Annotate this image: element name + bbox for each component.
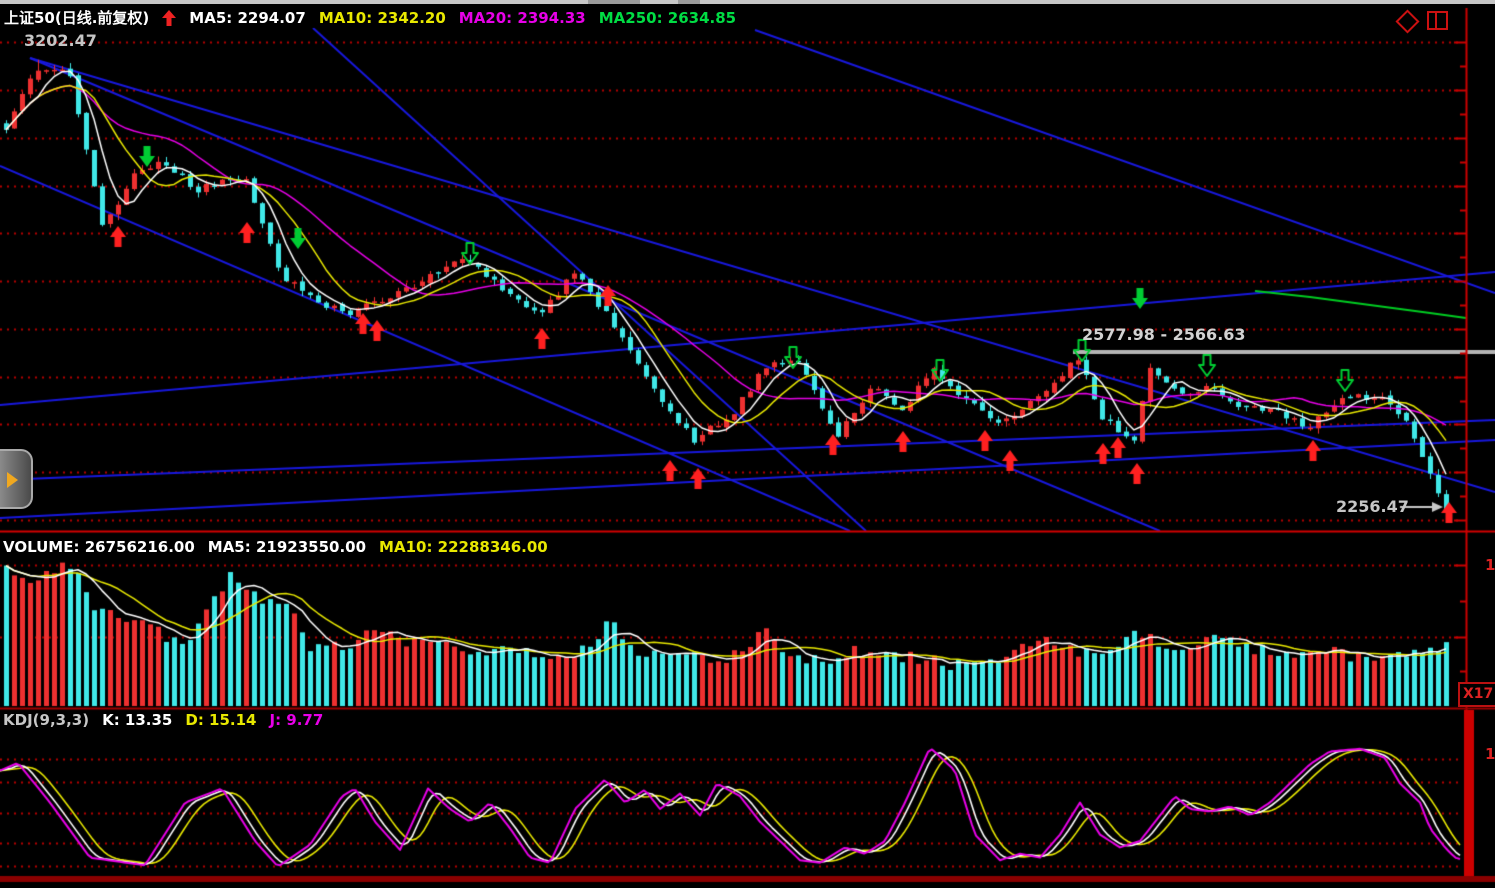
volume-value: VOLUME: 26756216.00 bbox=[3, 538, 195, 556]
kdj-pane-header: KDJ(9,3,3) K: 13.35 D: 15.14 J: 9.77 bbox=[3, 711, 323, 729]
kdj-j-value: J: 9.77 bbox=[269, 711, 324, 729]
last-price-label: 2256.47 bbox=[1336, 497, 1409, 516]
volume-ma10-value: MA10: 22288346.00 bbox=[379, 538, 548, 556]
kdj-axis-number: 1 bbox=[1485, 745, 1495, 763]
ma250-value: MA250: 2634.85 bbox=[598, 8, 737, 27]
toolbar-segment bbox=[678, 0, 700, 4]
sidebar-flyout-handle[interactable] bbox=[0, 449, 33, 509]
peak-price-label: 3202.47 bbox=[24, 31, 97, 50]
top-toolbar-strip bbox=[0, 0, 1495, 4]
volume-axis-number: 1 bbox=[1485, 556, 1495, 574]
instrument-title: 上证50(日线.前复权) bbox=[4, 9, 150, 27]
kdj-d-value: D: 15.14 bbox=[185, 711, 257, 729]
up-arrow-icon bbox=[162, 9, 177, 26]
volume-ma5-value: MA5: 21923550.00 bbox=[207, 538, 367, 556]
band-price-label: 2577.98 - 2566.63 bbox=[1082, 325, 1246, 344]
volume-pane-header: VOLUME: 26756216.00 MA5: 21923550.00 MA1… bbox=[3, 538, 548, 556]
ma20-value: MA20: 2394.33 bbox=[458, 8, 586, 27]
ma5-value: MA5: 2294.07 bbox=[189, 8, 306, 27]
kdj-k-value: K: 13.35 bbox=[102, 711, 173, 729]
volume-scale-badge: X17 bbox=[1458, 682, 1495, 707]
ma10-value: MA10: 2342.20 bbox=[318, 8, 446, 27]
price-pane-header: 上证50(日线.前复权) MA5: 2294.07 MA10: 2342.20 … bbox=[4, 7, 736, 28]
split-window-icon[interactable] bbox=[1427, 11, 1448, 30]
kdj-name: KDJ(9,3,3) bbox=[3, 711, 90, 729]
expand-right-icon bbox=[7, 472, 18, 488]
toolbar-segment bbox=[588, 0, 640, 4]
